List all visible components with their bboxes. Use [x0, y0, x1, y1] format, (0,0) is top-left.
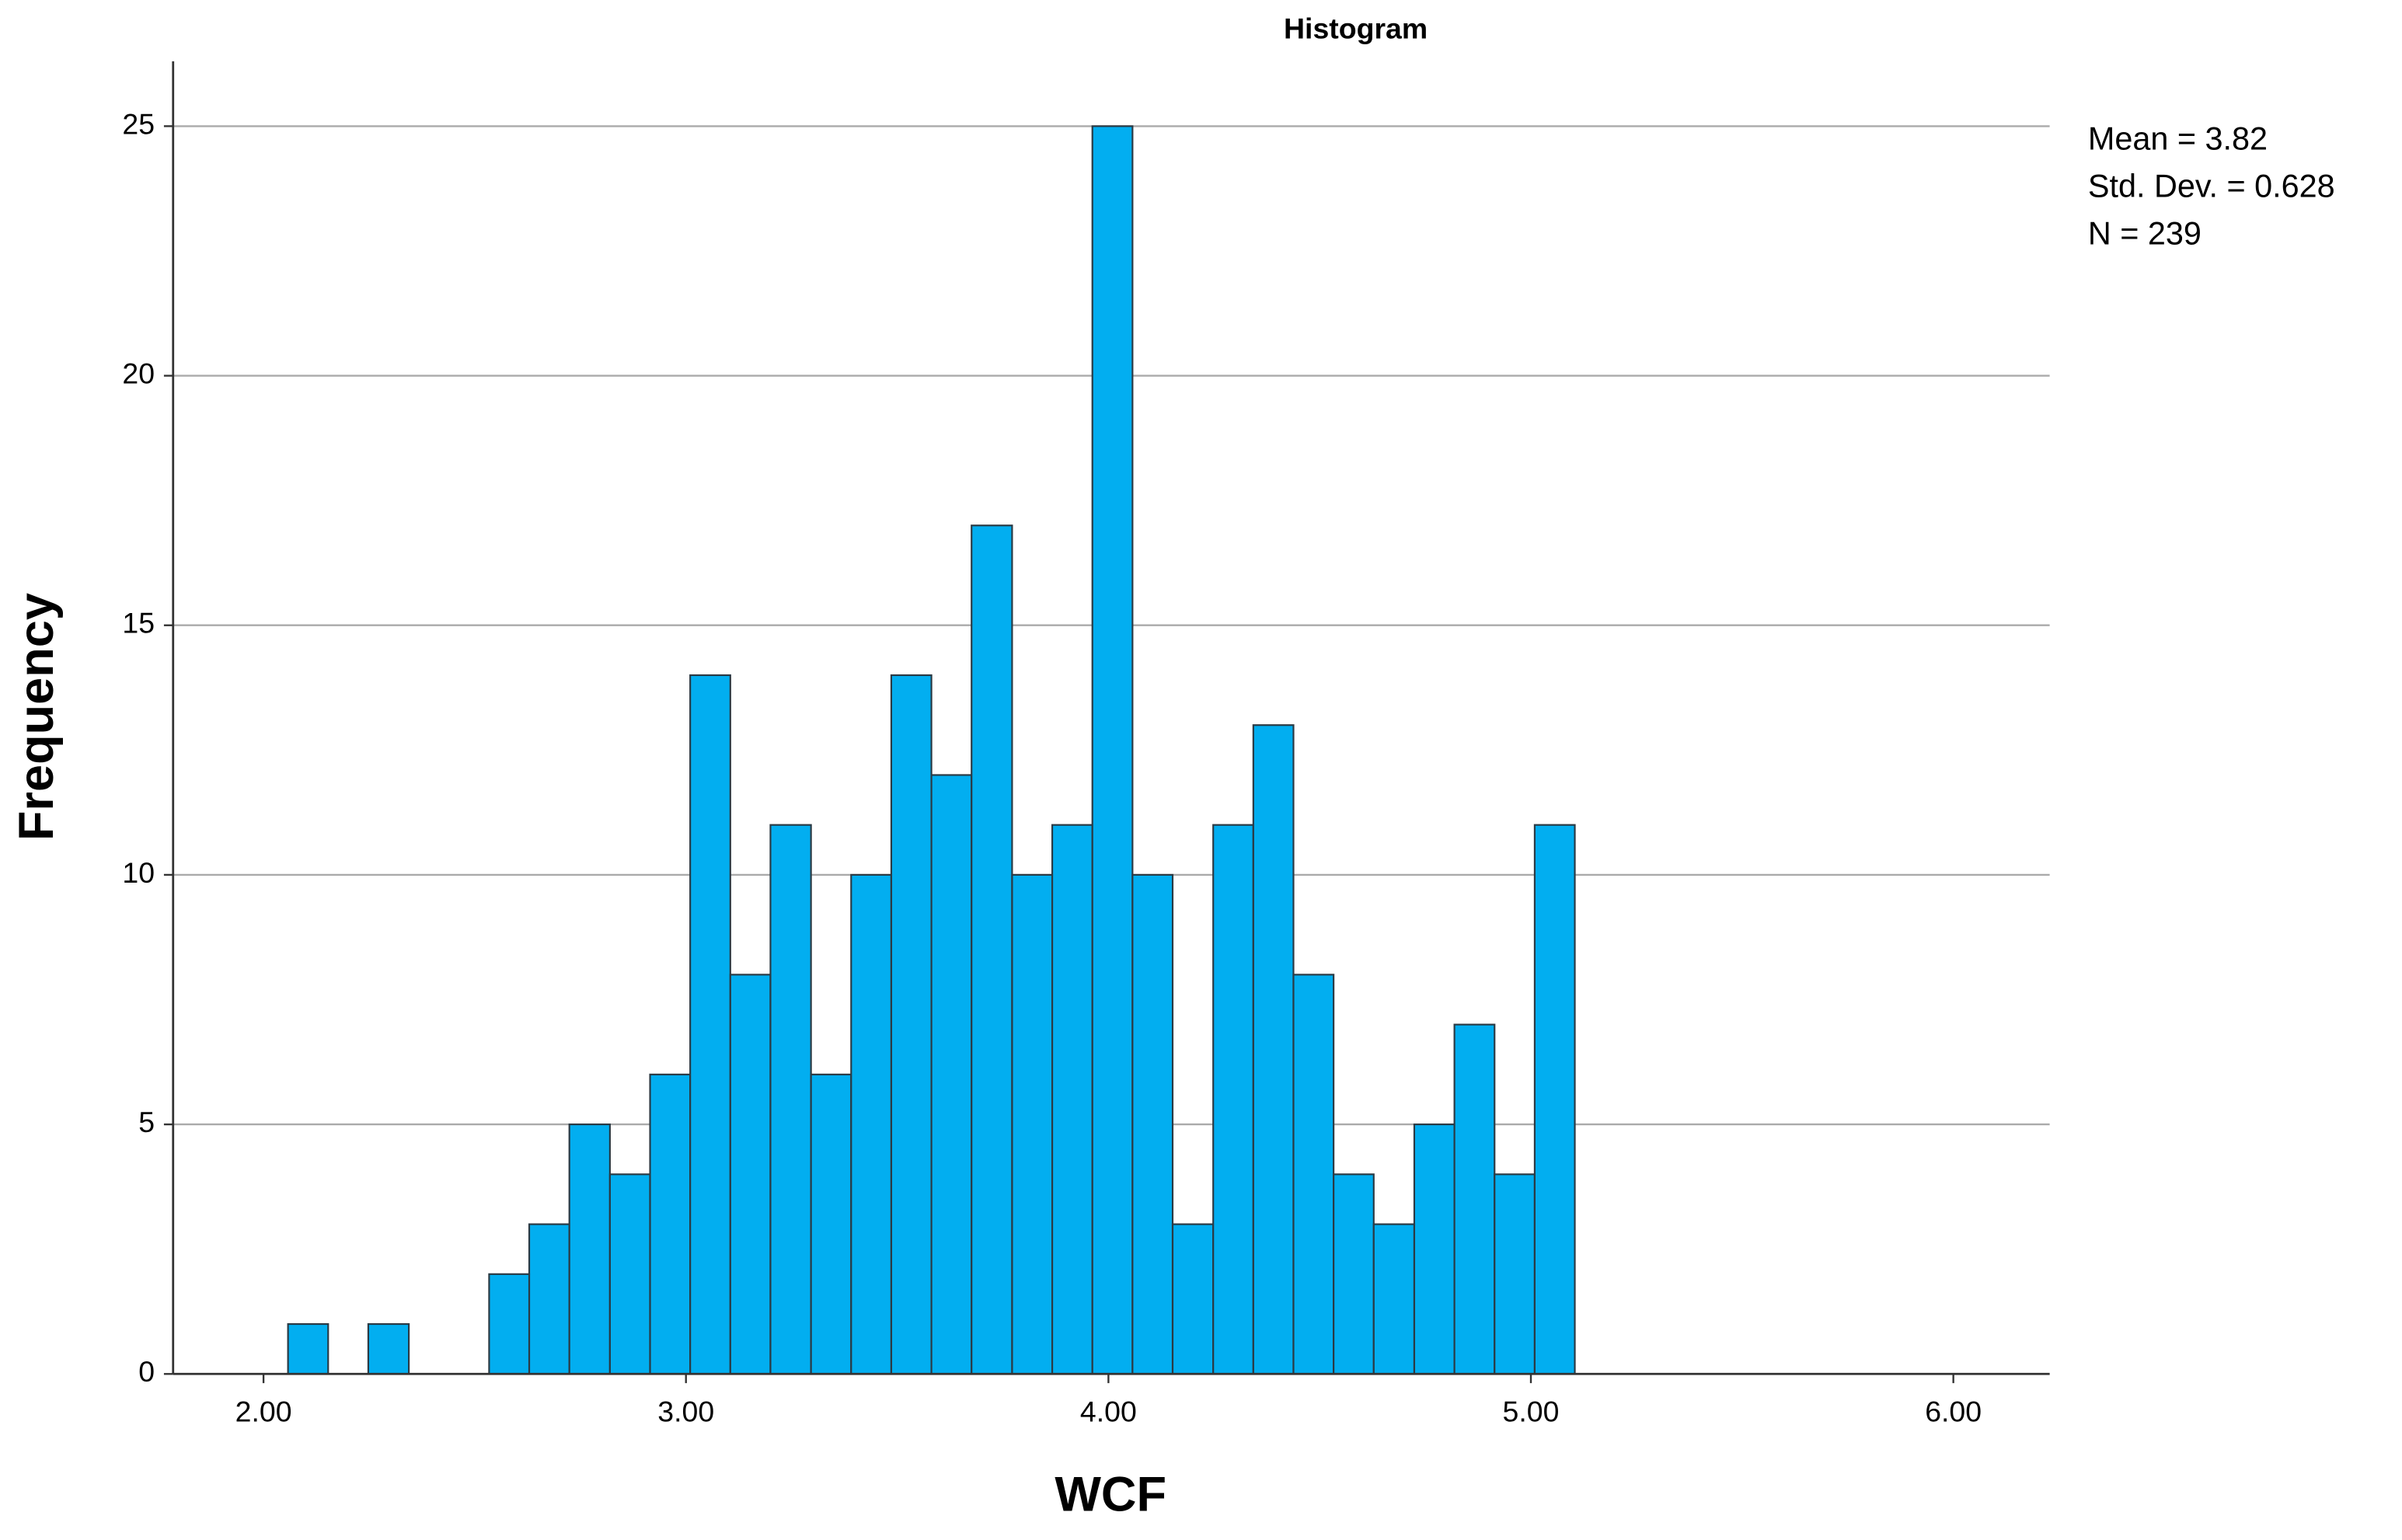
y-tick-label: 5: [138, 1106, 155, 1138]
bar: [810, 1073, 852, 1375]
bar: [850, 873, 893, 1375]
x-tick-label: 4.00: [1080, 1395, 1137, 1427]
x-tick-label: 3.00: [657, 1395, 714, 1427]
y-tick-label: 10: [122, 856, 155, 889]
bar: [1292, 974, 1335, 1375]
bar: [890, 674, 933, 1375]
bar: [971, 524, 1013, 1375]
y-tick-label: 15: [122, 607, 155, 639]
bar: [1212, 824, 1254, 1375]
bar: [1413, 1124, 1455, 1375]
bar: [1533, 824, 1576, 1375]
bar: [689, 674, 731, 1375]
x-axis-label: WCF: [1055, 1468, 1166, 1522]
y-tick-label: 20: [122, 357, 155, 389]
bar: [568, 1124, 611, 1375]
stats-annotation: N = 239: [2088, 216, 2202, 252]
chart-title: Histogram: [1284, 12, 1428, 44]
y-tick-label: 25: [122, 107, 155, 140]
stats-annotation: Std. Dev. = 0.628: [2088, 168, 2335, 204]
bar: [1453, 1023, 1496, 1375]
bar: [608, 1173, 651, 1375]
bar: [367, 1322, 410, 1375]
bar: [729, 974, 772, 1375]
x-tick-label: 5.00: [1503, 1395, 1560, 1427]
bar: [1091, 125, 1134, 1375]
bar: [1011, 873, 1054, 1375]
bar: [1333, 1173, 1375, 1375]
bar: [1131, 873, 1174, 1375]
bar: [1494, 1173, 1536, 1375]
bar: [1252, 724, 1295, 1375]
y-tick-label: 0: [138, 1355, 155, 1388]
bar: [769, 824, 812, 1375]
stats-annotation: Mean = 3.82: [2088, 120, 2268, 156]
bar: [1051, 824, 1093, 1375]
bar: [1372, 1223, 1416, 1375]
bar: [1171, 1223, 1215, 1375]
x-tick-label: 2.00: [235, 1395, 292, 1427]
x-tick-label: 6.00: [1925, 1395, 1982, 1427]
bar: [287, 1322, 329, 1375]
bar: [528, 1223, 570, 1375]
bar: [649, 1073, 692, 1375]
bar: [488, 1273, 531, 1375]
bar: [930, 774, 973, 1375]
y-axis-label: Frequency: [9, 593, 64, 841]
